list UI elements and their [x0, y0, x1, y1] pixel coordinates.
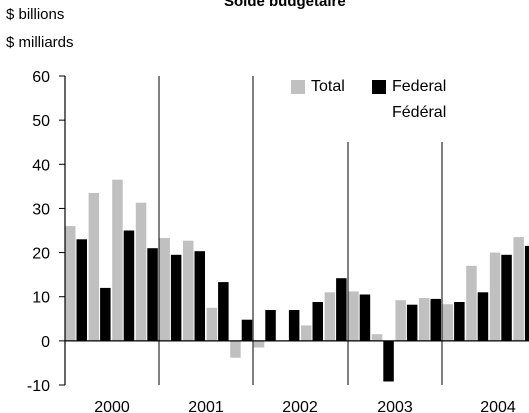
legend-total: Total — [291, 78, 345, 96]
x-year-label-1: 2001 — [188, 399, 224, 413]
bar-federal-19 — [524, 245, 529, 341]
bar-total-12 — [348, 291, 359, 341]
bar-total-10 — [301, 325, 312, 341]
bar-federal-15 — [430, 298, 441, 341]
chart-title: Solde budgétaire — [224, 0, 346, 10]
y-tick-label-6: 50 — [32, 113, 50, 130]
legend-federal-label: Federal — [392, 78, 447, 95]
bar-federal-12 — [359, 294, 371, 341]
bar-total-16 — [442, 304, 454, 341]
y-tick-label-2: 10 — [32, 290, 50, 307]
bar-federal-6 — [218, 282, 229, 341]
bar-federal-7 — [241, 319, 253, 341]
legend-federal: Federal — [372, 78, 446, 96]
x-year-label-0: 2000 — [94, 399, 130, 413]
bar-total-14 — [395, 300, 406, 341]
bar-total-11 — [324, 292, 336, 341]
bar-total-4 — [159, 238, 170, 341]
bar-total-7 — [230, 340, 241, 358]
bar-total-2 — [112, 179, 123, 341]
y-tick-label-4: 30 — [32, 201, 50, 218]
bar-total-5 — [183, 240, 194, 341]
y-tick-label-7: 60 — [32, 69, 50, 86]
legend-total-label: Total — [311, 78, 345, 95]
bar-federal-5 — [194, 251, 205, 341]
bar-total-0 — [65, 226, 76, 341]
y-tick-label-3: 20 — [32, 246, 50, 263]
y-tick-label-0: -10 — [27, 378, 50, 395]
bar-federal-10 — [312, 302, 323, 341]
legend-federal-french: Fédéral — [392, 104, 446, 122]
y-axis-label-english: $ billions — [6, 6, 65, 23]
y-tick-label-5: 40 — [32, 157, 50, 174]
bar-federal-1 — [100, 287, 111, 341]
y-tick-label-1: 0 — [41, 334, 50, 351]
bar-federal-16 — [454, 302, 465, 341]
bar-total-6 — [206, 307, 218, 341]
bar-federal-18 — [501, 254, 512, 341]
bar-total-17 — [466, 265, 477, 341]
legend-federal-label-french: Fédéral — [392, 104, 447, 121]
bar-total-1 — [88, 193, 100, 341]
x-year-label-2: 2002 — [282, 399, 318, 413]
bar-federal-0 — [76, 239, 87, 341]
bar-federal-2 — [123, 230, 135, 341]
bar-total-18 — [489, 252, 501, 341]
bar-total-8 — [253, 340, 265, 348]
legend-total-swatch — [291, 80, 305, 94]
x-year-label-3: 2003 — [377, 399, 413, 413]
bar-federal-4 — [170, 254, 182, 341]
legend-federal-swatch — [372, 80, 386, 94]
bar-federal-8 — [265, 310, 276, 341]
bar-federal-14 — [406, 304, 418, 341]
bar-federal-9 — [288, 310, 300, 341]
x-year-label-4: 2004 — [480, 399, 516, 413]
bar-total-19 — [513, 237, 524, 341]
y-axis-label-french: $ milliards — [6, 34, 74, 51]
bar-federal-3 — [147, 248, 158, 341]
bar-federal-17 — [477, 292, 489, 341]
bar-total-15 — [419, 298, 430, 341]
bar-federal-13 — [383, 340, 394, 382]
bar-federal-11 — [336, 278, 347, 341]
bar-total-3 — [135, 202, 147, 341]
bar-total-13 — [371, 334, 383, 341]
